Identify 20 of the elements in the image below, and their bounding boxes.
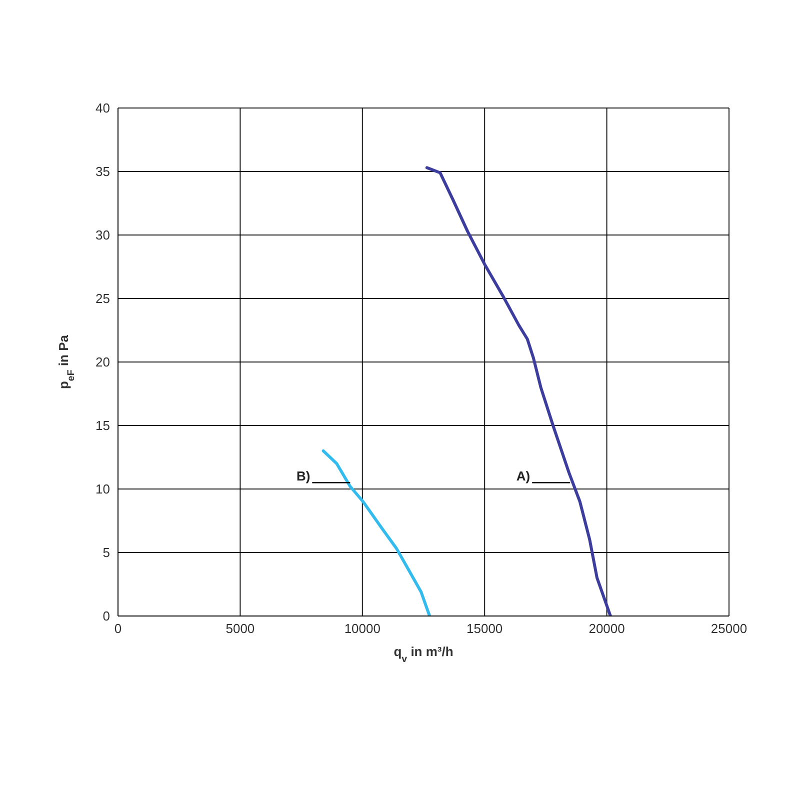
x-tick-label: 25000 (710, 621, 748, 636)
annotation: A) (516, 468, 530, 484)
x-tick-label: 20000 (588, 621, 625, 636)
x-tick-label: 0 (114, 621, 122, 636)
y-tick-label: 30 (96, 228, 110, 243)
y-tick-label: 5 (102, 545, 110, 560)
line-series (425, 166, 612, 616)
x-tick-label: 10000 (344, 621, 380, 636)
x-axis-title: q$_{v}$ in m³/h (394, 644, 454, 664)
x-tick-label: 15000 (466, 621, 503, 636)
y-tick-label: 35 (96, 164, 110, 180)
y-tick-label: 40 (96, 100, 110, 116)
annotation: B) (296, 468, 310, 484)
y-tick-label: 25 (96, 291, 110, 306)
y-tick-label: 15 (96, 418, 110, 434)
line-series (322, 449, 432, 616)
y-tick-label: 0 (102, 608, 110, 624)
y-tick-label: 10 (96, 482, 110, 497)
x-tick-label: 5000 (226, 621, 255, 636)
y-tick-label: 20 (96, 354, 110, 370)
